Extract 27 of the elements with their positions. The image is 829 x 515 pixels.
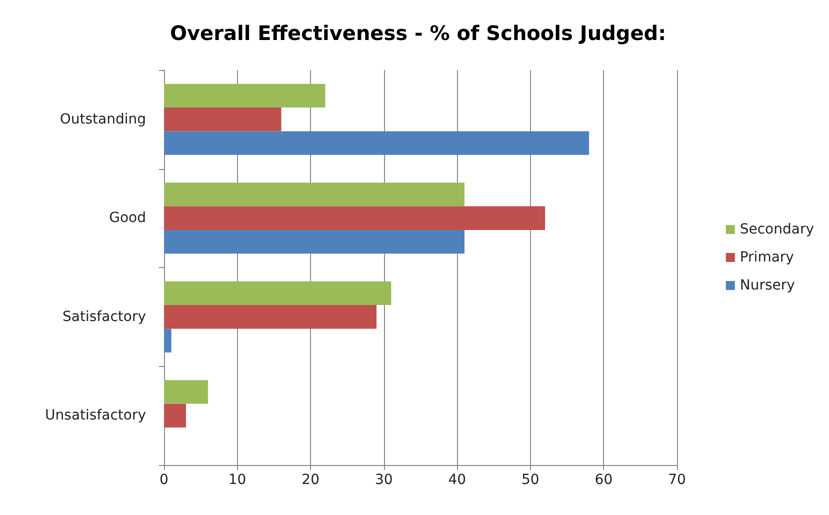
bar	[164, 182, 464, 206]
bar	[164, 328, 172, 352]
bar	[164, 131, 590, 155]
y-tick-label: Good	[109, 210, 146, 226]
x-tick-label: 0	[160, 472, 168, 488]
x-tick-label: 30	[374, 472, 393, 488]
bar	[164, 281, 392, 306]
bar	[164, 230, 464, 254]
legend-label: Nursery	[740, 278, 795, 294]
x-tick-label: 60	[594, 472, 613, 488]
bar	[164, 404, 186, 428]
x-tick-label: 70	[668, 472, 686, 488]
legend-label: Secondary	[740, 222, 814, 238]
bar	[164, 108, 282, 132]
bar	[164, 84, 326, 108]
y-tick-label: Satisfactory	[62, 308, 146, 325]
legend-label: Primary	[740, 250, 794, 266]
y-tick-label: Unsatisfactory	[45, 408, 146, 424]
bar	[164, 380, 208, 404]
bar	[164, 305, 377, 329]
x-tick-label: 20	[302, 472, 320, 488]
bar	[164, 206, 546, 230]
x-tick-label: 40	[448, 472, 466, 488]
x-tick-label: 10	[228, 472, 246, 488]
y-tick-label: Outstanding	[60, 111, 146, 128]
x-tick-label: 50	[522, 472, 540, 488]
chart-title: Overall Effectiveness - % of Schools Judged:	[170, 21, 666, 45]
